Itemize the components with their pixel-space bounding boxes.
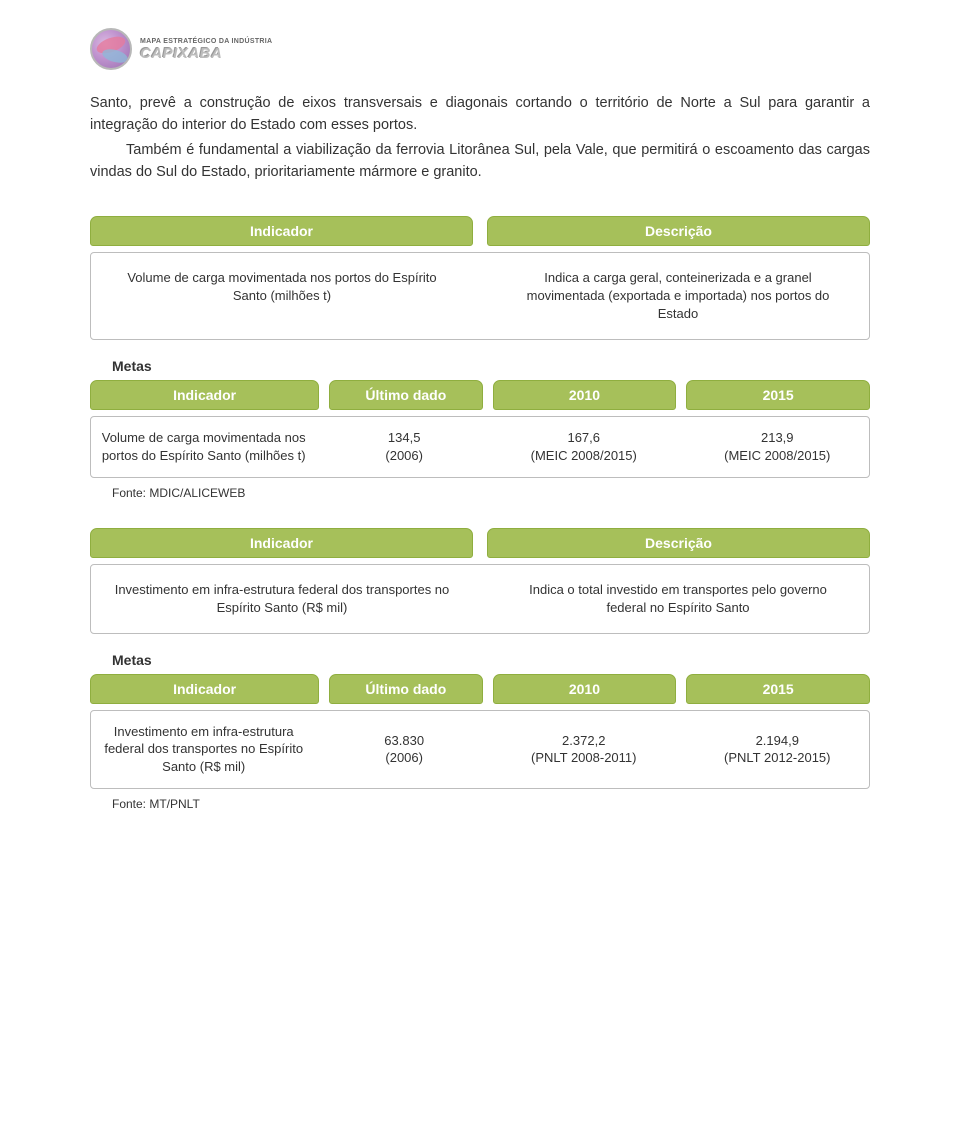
value: 134,5 xyxy=(388,429,421,447)
block2-indicator-cell: Investimento em infra-estrutura federal … xyxy=(91,575,473,623)
metas-ultimo: 134,5 (2006) xyxy=(326,427,482,466)
logo-text: MAPA ESTRATÉGICO DA INDÚSTRIA CAPIXABA xyxy=(140,38,272,61)
block2-header-row: Indicador Descrição xyxy=(90,528,870,558)
col-header-indicador: Indicador xyxy=(90,674,319,704)
value: 213,9 xyxy=(761,429,794,447)
metas-2015: 2.194,9 (PNLT 2012-2015) xyxy=(686,721,870,778)
fonte-2: Fonte: MT/PNLT xyxy=(112,797,870,811)
metas-indicator: Investimento em infra-estrutura federal … xyxy=(91,721,316,778)
metas-indicator: Volume de carga movimentada nos portos d… xyxy=(91,427,316,466)
value: 167,6 xyxy=(567,429,600,447)
block2-metas-row: Investimento em infra-estrutura federal … xyxy=(90,710,870,789)
metas-2010: 167,6 (MEIC 2008/2015) xyxy=(492,427,676,466)
col-header-2015: 2015 xyxy=(686,380,870,410)
col-header-ultimo-dado: Último dado xyxy=(329,674,482,704)
paragraph-2: Também é fundamental a viabilização da f… xyxy=(90,139,870,184)
col-header-indicador: Indicador xyxy=(90,528,473,558)
col-header-2015: 2015 xyxy=(686,674,870,704)
source: (MEIC 2008/2015) xyxy=(531,447,637,465)
col-header-2010: 2010 xyxy=(493,674,677,704)
year: (2006) xyxy=(385,447,423,465)
metas-label-1: Metas xyxy=(112,358,870,374)
block2-data-row: Investimento em infra-estrutura federal … xyxy=(90,564,870,634)
logo-subtitle: MAPA ESTRATÉGICO DA INDÚSTRIA xyxy=(140,38,272,45)
block1-metas-header: Indicador Último dado 2010 2015 xyxy=(90,380,870,410)
block1-metas-row: Volume de carga movimentada nos portos d… xyxy=(90,416,870,477)
col-header-descricao: Descrição xyxy=(487,528,870,558)
year: (2006) xyxy=(385,749,423,767)
logo-title: CAPIXABA xyxy=(140,46,272,61)
intro-paragraphs: Santo, prevê a construção de eixos trans… xyxy=(90,92,870,184)
metas-2015: 213,9 (MEIC 2008/2015) xyxy=(686,427,870,466)
col-header-2010: 2010 xyxy=(493,380,677,410)
block1-data-row: Volume de carga movimentada nos portos d… xyxy=(90,252,870,341)
value: 2.372,2 xyxy=(562,732,605,750)
fonte-1: Fonte: MDIC/ALICEWEB xyxy=(112,486,870,500)
logo-globe-icon xyxy=(90,28,132,70)
metas-label-2: Metas xyxy=(112,652,870,668)
block2-description-cell: Indica o total investido em transportes … xyxy=(487,575,869,623)
col-header-indicador: Indicador xyxy=(90,380,319,410)
source: (PNLT 2008-2011) xyxy=(531,749,637,767)
value: 2.194,9 xyxy=(756,732,799,750)
col-header-indicador: Indicador xyxy=(90,216,473,246)
col-header-ultimo-dado: Último dado xyxy=(329,380,482,410)
paragraph-1: Santo, prevê a construção de eixos trans… xyxy=(90,92,870,137)
col-header-descricao: Descrição xyxy=(487,216,870,246)
block1-description-cell: Indica a carga geral, conteinerizada e a… xyxy=(487,263,869,330)
block1-indicator-cell: Volume de carga movimentada nos portos d… xyxy=(91,263,473,330)
metas-2010: 2.372,2 (PNLT 2008-2011) xyxy=(492,721,676,778)
value: 63.830 xyxy=(384,732,424,750)
block1-header-row: Indicador Descrição xyxy=(90,216,870,246)
metas-ultimo: 63.830 (2006) xyxy=(326,721,482,778)
source: (PNLT 2012-2015) xyxy=(724,749,830,767)
logo-area: MAPA ESTRATÉGICO DA INDÚSTRIA CAPIXABA xyxy=(90,28,870,70)
block2-metas-header: Indicador Último dado 2010 2015 xyxy=(90,674,870,704)
source: (MEIC 2008/2015) xyxy=(724,447,830,465)
